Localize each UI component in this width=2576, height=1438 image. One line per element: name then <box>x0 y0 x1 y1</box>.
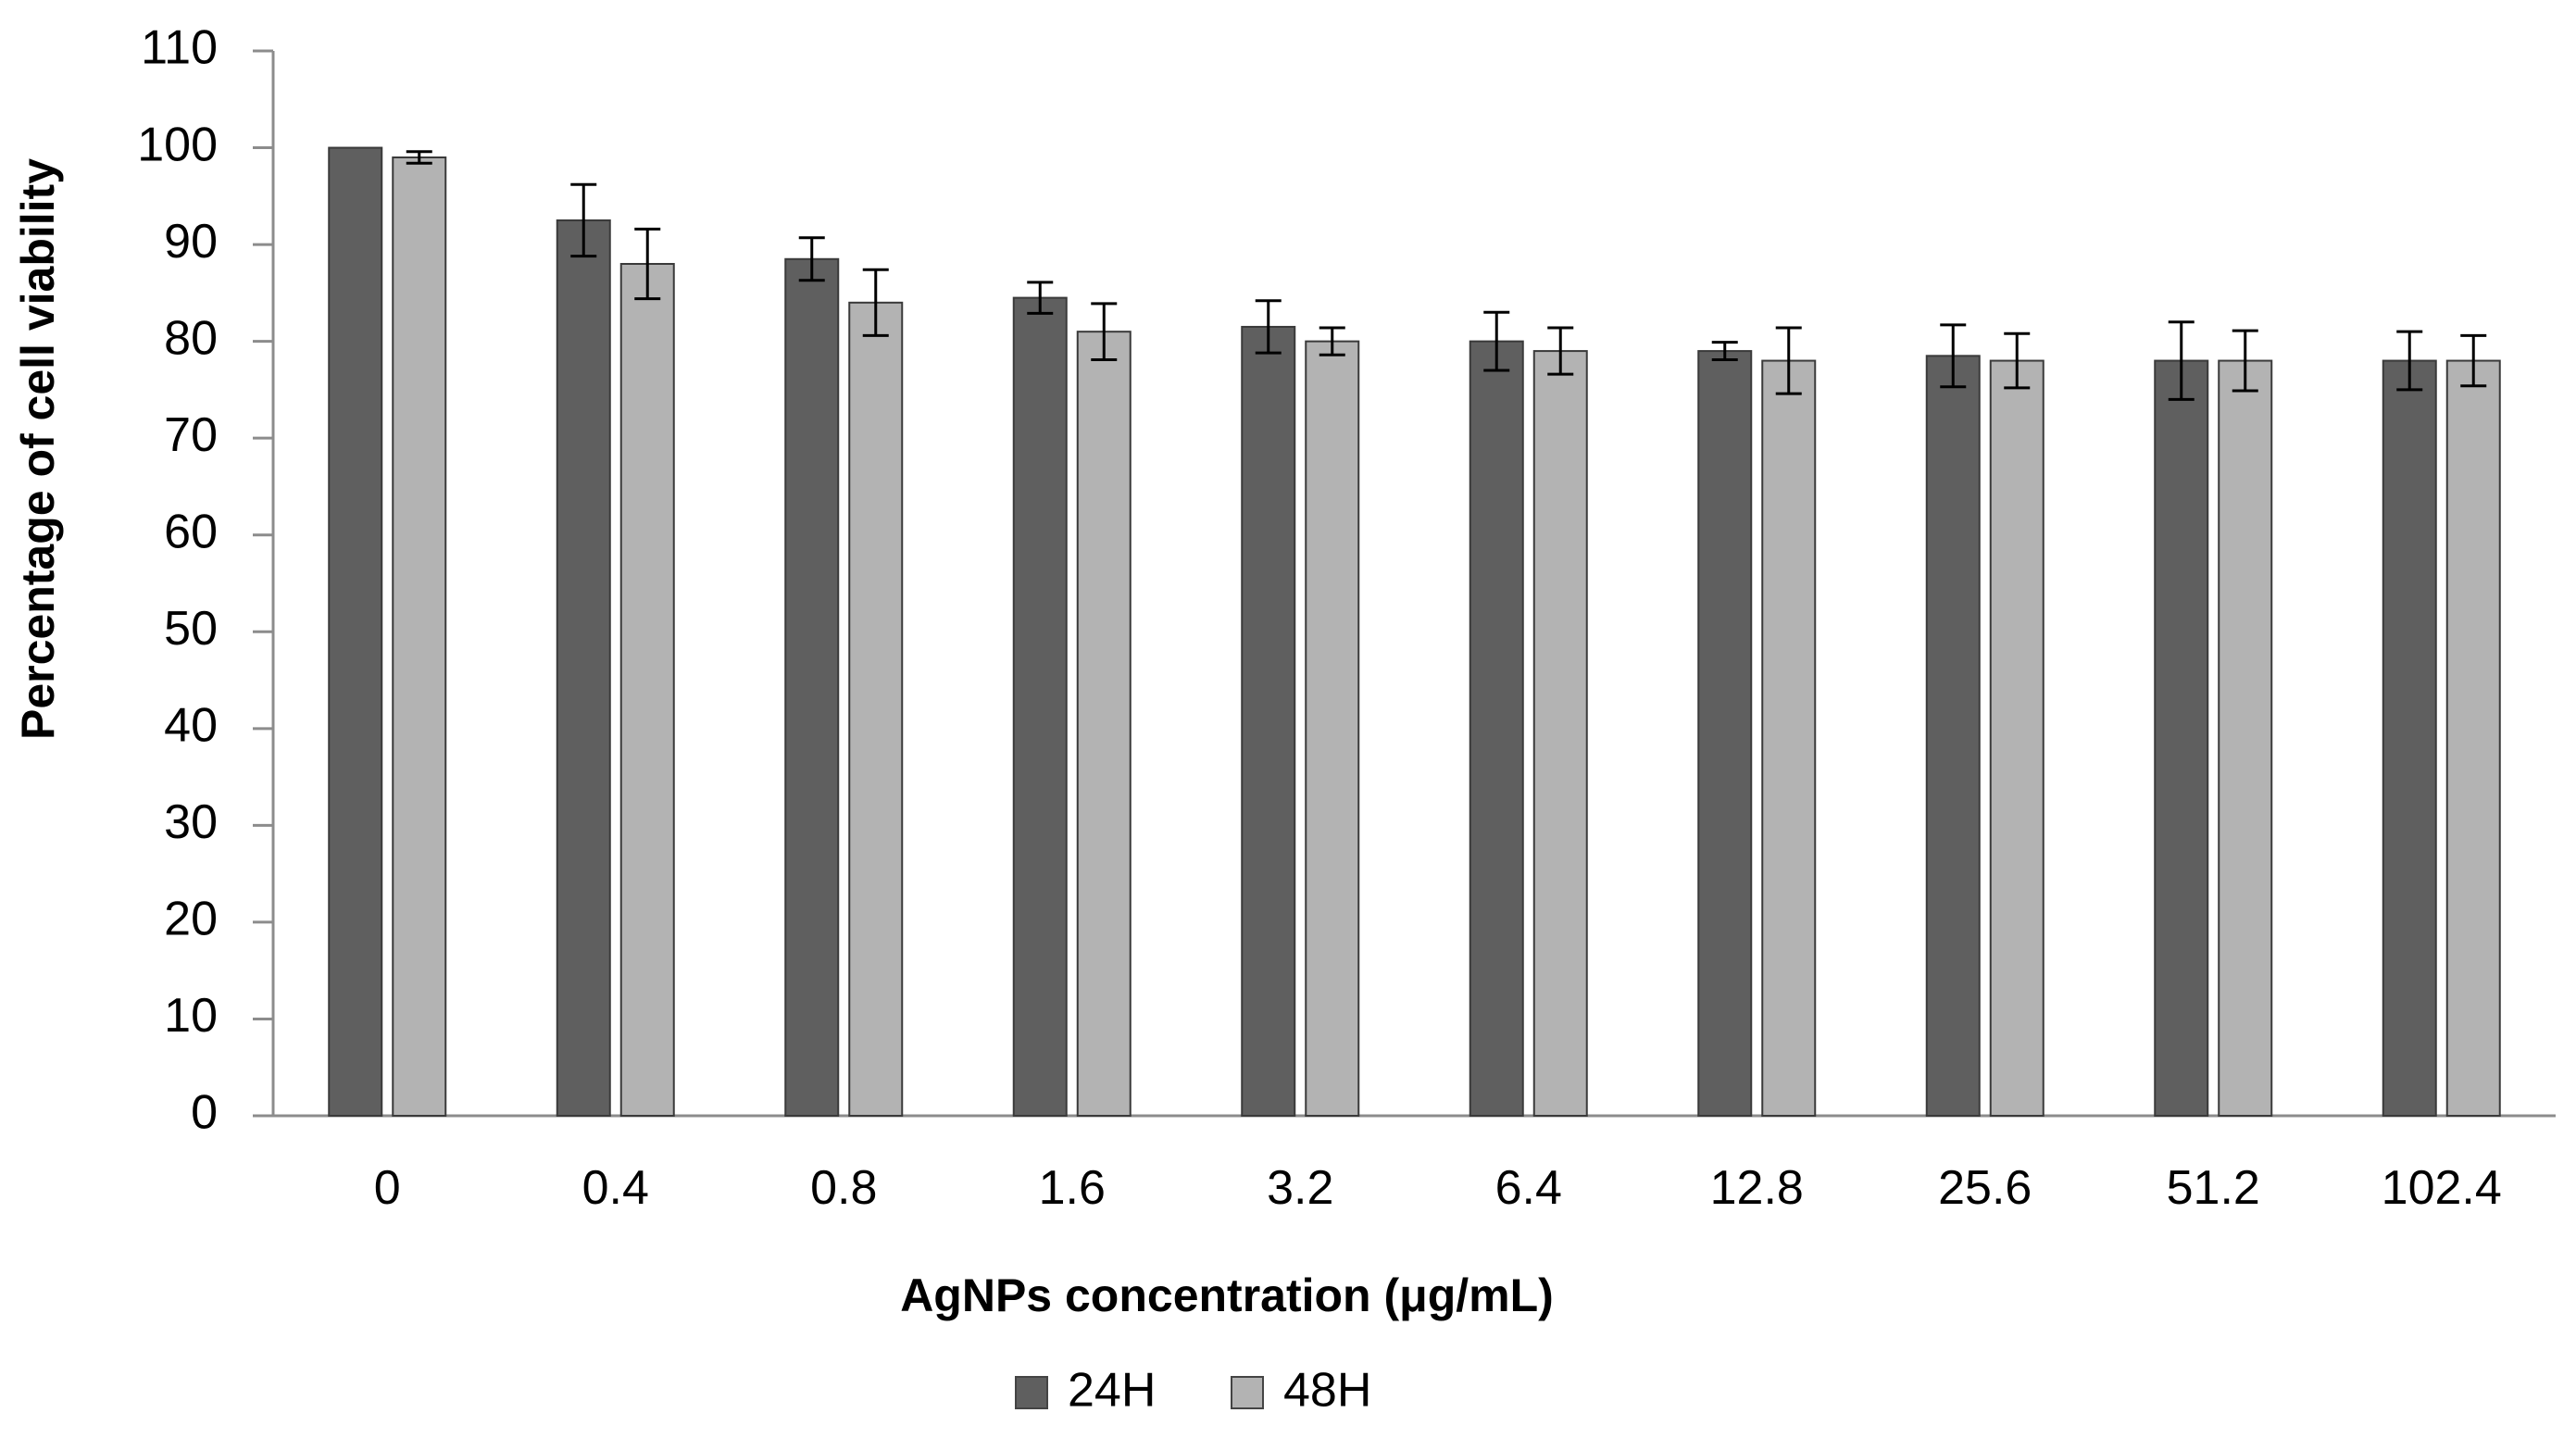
bar-24h <box>784 257 840 1118</box>
x-axis-title: AgNPs concentration (μg/mL) <box>900 1269 1554 1321</box>
error-bar-24h <box>2168 320 2195 401</box>
bar-48h <box>1761 359 1817 1117</box>
x-tick-label: 102.4 <box>2382 1161 2502 1215</box>
error-bar-group <box>406 150 2487 401</box>
bar-48h <box>2445 359 2501 1117</box>
axes <box>271 51 2556 1118</box>
legend-label-48h: 48H <box>1283 1364 1371 1418</box>
error-bar-24h <box>570 182 597 258</box>
x-tick-label: 12.8 <box>1710 1161 1804 1215</box>
y-axis-title: Percentage of cell viability <box>12 158 64 740</box>
x-tick-label: 6.4 <box>1495 1161 1562 1215</box>
bar-48h <box>1989 359 2045 1117</box>
bar-48h <box>2218 359 2273 1117</box>
x-tick-label: 1.6 <box>1039 1161 1106 1215</box>
bar-24h <box>1469 340 1524 1117</box>
error-bar-24h <box>1027 281 1054 315</box>
bar-24h <box>1925 355 1981 1117</box>
y-tick-label: 0 <box>191 1086 218 1140</box>
legend-swatch-48h <box>1231 1376 1264 1409</box>
legend-swatch-24h <box>1015 1376 1048 1409</box>
x-tick-label: 25.6 <box>1938 1161 2032 1215</box>
bar-48h <box>1532 350 1588 1118</box>
error-bar-48h <box>2460 333 2487 388</box>
bar-48h <box>392 156 447 1117</box>
y-tick-label: 50 <box>164 602 218 656</box>
error-bar-24h <box>1483 310 1510 372</box>
x-tick-label: 51.2 <box>2167 1161 2260 1215</box>
y-tick-label: 20 <box>164 893 218 946</box>
bar-48h <box>848 301 904 1117</box>
y-tick-label: 80 <box>164 311 218 365</box>
y-tick-label: 10 <box>164 989 218 1043</box>
bar-24h <box>1012 296 1068 1118</box>
bar-24h <box>1697 350 1753 1118</box>
bar-48h <box>1076 331 1132 1117</box>
bar-24h <box>1241 325 1296 1118</box>
y-tick-label: 60 <box>164 505 218 558</box>
y-tick-label: 100 <box>137 118 218 171</box>
y-tick-group: 0 10 20 30 40 50 60 70 80 90 100 110 <box>137 21 273 1140</box>
error-bar-48h <box>2004 331 2031 390</box>
error-bar-24h <box>1940 323 1967 389</box>
bar-24h <box>2382 359 2437 1117</box>
x-tick-label: 0.4 <box>582 1161 649 1215</box>
x-tick-label: 0 <box>374 1161 401 1215</box>
error-bar-48h <box>634 227 661 301</box>
legend-label-24h: 24H <box>1068 1364 1156 1418</box>
bar-24h <box>328 146 383 1118</box>
error-bar-48h <box>406 150 432 165</box>
y-tick-label: 110 <box>141 21 218 75</box>
error-bar-24h <box>1711 341 1738 361</box>
bar-24h <box>556 219 611 1118</box>
error-bar-48h <box>1547 326 1574 376</box>
error-bar-48h <box>2232 329 2258 393</box>
x-tick-group: 0 0.4 0.8 1.6 3.2 6.4 12.8 25.6 51.2 102.4 <box>374 1161 2502 1215</box>
bar-24h <box>2154 359 2209 1117</box>
error-bar-24h <box>2396 330 2423 392</box>
bar-48h <box>1305 340 1360 1117</box>
bar-group <box>328 146 2501 1118</box>
x-tick-label: 3.2 <box>1267 1161 1333 1215</box>
y-tick-label: 70 <box>164 408 218 462</box>
error-bar-48h <box>1319 326 1345 356</box>
error-bar-24h <box>1255 299 1282 355</box>
legend: 24H 48H <box>1015 1364 1371 1418</box>
y-tick-label: 30 <box>164 795 218 849</box>
error-bar-48h <box>1091 302 1118 361</box>
error-bar-48h <box>1775 326 1802 395</box>
y-tick-label: 40 <box>164 699 218 753</box>
bar-48h <box>619 263 675 1117</box>
y-tick-label: 90 <box>164 215 218 269</box>
x-tick-label: 0.8 <box>810 1161 877 1215</box>
error-bar-24h <box>798 236 825 282</box>
error-bar-48h <box>862 268 889 337</box>
